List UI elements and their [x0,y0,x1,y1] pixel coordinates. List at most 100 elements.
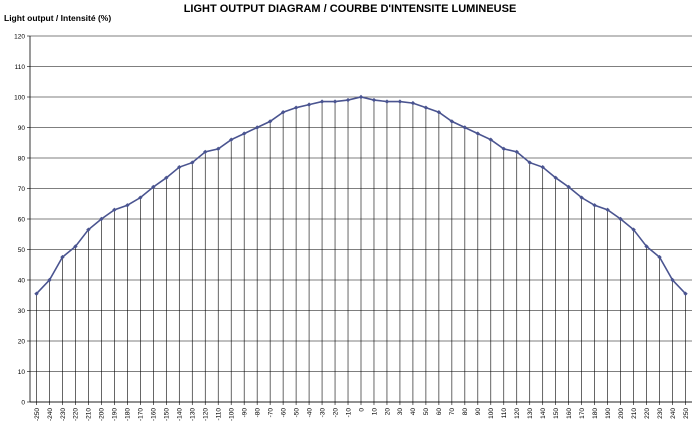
x-tick-label: 0 [358,408,365,412]
data-point [631,227,636,232]
data-point [138,195,143,200]
y-tick-label: 60 [18,216,26,223]
data-point [228,137,234,142]
data-point [501,146,506,152]
data-point [47,277,52,283]
data-point [371,97,377,103]
x-tick-label: -120 [203,408,210,421]
data-point [657,254,662,260]
data-point [60,254,65,260]
x-tick-label: -190 [112,408,119,421]
x-tick-label: -20 [332,408,339,418]
x-tick-label: 220 [644,408,651,419]
x-tick-label: -50 [293,408,300,418]
data-point [527,160,532,165]
x-tick-label: 30 [397,408,404,416]
y-tick-label: 70 [18,186,26,193]
data-point [216,146,221,152]
y-tick-label: 100 [14,94,25,101]
data-point [540,164,545,170]
y-tick-label: 80 [18,155,26,162]
x-tick-label: 70 [449,408,456,416]
y-tick-labels: 0 10 20 30 40 50 60 70 80 90 100 110 120 [14,33,25,406]
data-point [99,216,104,222]
data-point [449,119,455,124]
x-tick-label: -200 [99,408,106,421]
x-tick-label: -110 [216,408,223,421]
data-point [267,119,273,124]
data-point [332,99,338,104]
x-tick-label: 50 [423,408,430,416]
x-tick-label: -230 [60,408,67,421]
data-point [73,244,78,249]
y-tick-label: 10 [18,369,26,376]
data-point [475,131,481,136]
y-tick-label: 20 [18,338,26,345]
data-point [151,184,156,190]
x-tick-label: -210 [86,408,93,421]
x-tick-label: 90 [475,408,482,416]
data-point [384,99,390,104]
data-point [514,149,519,155]
x-tick-label: -100 [228,408,235,421]
chart-title: LIGHT OUTPUT DIAGRAM / COURBE D'INTENSIT… [183,3,517,15]
data-point [241,131,247,136]
x-tick-label: 140 [540,408,547,419]
data-point [462,125,468,130]
x-tick-label: 170 [579,408,586,419]
x-tick-label: -30 [319,408,326,418]
y-tick-label: 40 [18,277,26,284]
data-point [423,105,429,110]
x-tick-label: -220 [73,408,80,421]
x-tick-label: -170 [138,408,145,421]
x-tick-label: -60 [280,408,287,418]
data-point [86,227,91,232]
x-tick-label: 20 [384,408,391,416]
x-tick-label: -130 [190,408,197,421]
data-point [618,216,623,222]
data-point [306,102,312,107]
data-point [177,164,182,170]
x-tick-label: 60 [436,408,443,416]
data-point [112,207,117,213]
y-axis-title: Light output / Intensité (%) [4,13,112,23]
x-tick-label: -70 [267,408,274,418]
data-point [345,97,351,103]
x-tick-label: 120 [514,408,521,419]
x-tick-label: 130 [527,408,534,419]
x-tick-label: -250 [34,408,41,421]
x-tick-label: -150 [164,408,171,421]
data-point [34,291,39,296]
data-point [293,105,299,110]
x-tick-label: -10 [345,408,352,418]
x-tick-label: 200 [618,408,625,419]
x-tick-label: 40 [410,408,417,416]
x-tick-label: 150 [553,408,560,419]
data-point [592,203,597,208]
data-point [280,110,286,115]
data-point [164,175,169,181]
x-tick-label: -180 [125,408,132,421]
x-tick-label: 240 [670,408,677,419]
data-point [190,160,195,165]
data-point [488,137,494,142]
x-tick-label: 80 [462,408,469,416]
x-tick-labels: -250 -240 -230 -220 -210 -200 -190 -180 -170 -160… [34,408,690,421]
x-tick-label: -40 [306,408,313,418]
dropline-layer [36,97,686,402]
data-point [410,100,416,106]
data-point [397,99,403,104]
x-tick-label: 210 [631,408,638,419]
series-layer [34,94,688,296]
x-tick-label: -240 [47,408,54,421]
x-tick-label: -80 [254,408,261,418]
x-tick-label: 180 [592,408,599,419]
y-tick-label: 90 [18,125,26,132]
y-tick-label: 30 [18,308,26,315]
data-point [125,203,130,208]
x-tick-label: 110 [501,408,508,419]
y-tick-label: 120 [14,33,25,40]
data-point [436,110,442,115]
data-point [203,149,208,155]
